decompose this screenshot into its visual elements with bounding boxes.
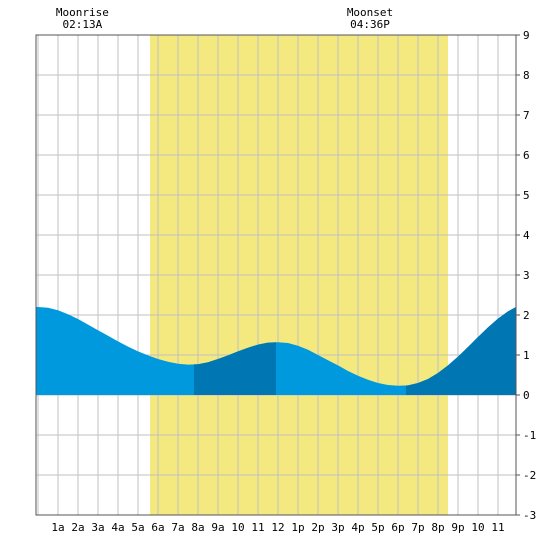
x-tick-label: 9p (451, 521, 464, 534)
y-tick-label: 4 (523, 229, 530, 242)
x-tick-label: 6p (391, 521, 404, 534)
y-axis-ticks: -3 -2 -1 0 1 2 3 4 5 6 7 8 9 (516, 29, 536, 522)
moon-event-label: Moonrise (56, 6, 109, 19)
grid (36, 34, 516, 516)
tide-area-highlight (194, 342, 276, 395)
x-tick-label: 8p (431, 521, 444, 534)
x-tick-label: 11 (251, 521, 264, 534)
x-tick-label: 3p (331, 521, 344, 534)
y-tick-label: 7 (523, 109, 530, 122)
x-tick-label: 2p (311, 521, 324, 534)
y-tick-label: 5 (523, 189, 530, 202)
x-tick-label: 7a (171, 521, 184, 534)
x-axis-ticks: 1a 2a 3a 4a 5a 6a 7a 8a 9a 10 11 12 1p 2p 3p 4p 5p 6p 7p 8p… (51, 521, 504, 534)
x-tick-label: 5p (371, 521, 384, 534)
x-tick-label: 6a (151, 521, 164, 534)
y-tick-label: 3 (523, 269, 530, 282)
moon-event-label: Moonset (347, 6, 393, 19)
x-tick-label: 7p (411, 521, 424, 534)
y-tick-label: 8 (523, 69, 530, 82)
x-tick-label: 11 (491, 521, 504, 534)
x-tick-label: 2a (71, 521, 84, 534)
x-tick-label: 9a (211, 521, 224, 534)
moon-event-time: 04:36P (350, 18, 390, 31)
x-tick-label: 5a (131, 521, 144, 534)
x-tick-label: 3a (91, 521, 104, 534)
y-tick-label: -2 (523, 469, 536, 482)
y-tick-label: -1 (523, 429, 536, 442)
tide-series (36, 307, 516, 395)
y-tick-label: 0 (523, 389, 530, 402)
x-tick-label: 1a (51, 521, 64, 534)
y-tick-label: 1 (523, 349, 530, 362)
y-tick-label: 2 (523, 309, 530, 322)
y-tick-label: 6 (523, 149, 530, 162)
tide-area-highlight (406, 307, 516, 395)
y-tick-label: 9 (523, 29, 530, 42)
x-tick-label: 10 (471, 521, 484, 534)
x-tick-label: 4a (111, 521, 124, 534)
x-tick-label: 12 (271, 521, 284, 534)
x-tick-label: 10 (231, 521, 244, 534)
moon-event-time: 02:13A (63, 18, 103, 31)
x-tick-label: 1p (291, 521, 304, 534)
x-tick-label: 4p (351, 521, 364, 534)
x-tick-label: 8a (191, 521, 204, 534)
y-tick-label: -3 (523, 509, 536, 522)
